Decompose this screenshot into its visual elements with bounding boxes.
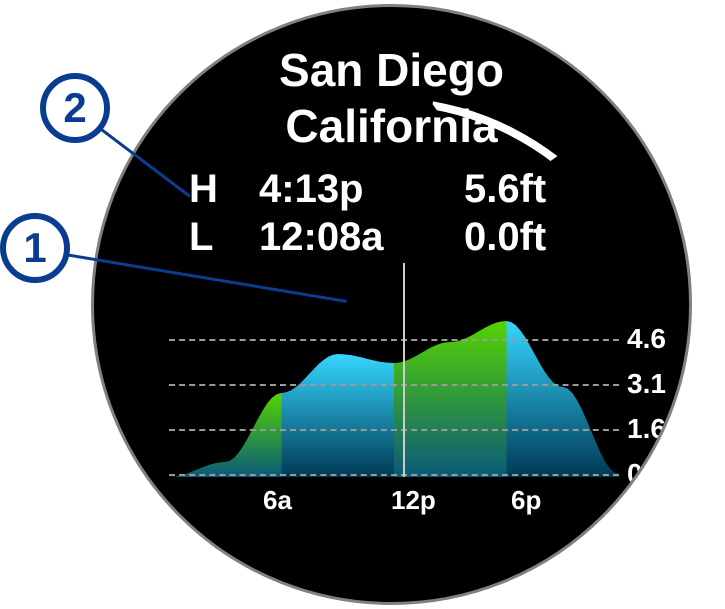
tide-low-time: 12:08a: [259, 215, 384, 260]
tide-high-time: 4:13p: [259, 167, 364, 212]
current-time-indicator: [403, 263, 405, 477]
callout-1: 1: [0, 213, 70, 283]
tide-low-label: L: [189, 215, 213, 260]
location-city: San Diego: [94, 43, 689, 97]
x-tick-label: 6p: [511, 485, 541, 516]
gridline: [169, 429, 619, 431]
tide-high-height: 5.6ft: [464, 167, 546, 212]
callout-2: 2: [40, 73, 110, 143]
stage: San Diego California H 4:13p 5.6ft L 12:…: [0, 0, 725, 609]
gridline: [169, 339, 619, 341]
tide-high-label: H: [189, 167, 218, 212]
tide-low-height: 0.0ft: [464, 215, 546, 260]
y-tick-label: 0.1: [627, 458, 666, 490]
location-region: California: [94, 99, 689, 153]
gridline: [169, 474, 619, 476]
y-tick-label: 1.6: [627, 413, 666, 445]
watch-face: San Diego California H 4:13p 5.6ft L 12:…: [91, 4, 692, 605]
y-tick-label: 4.6: [627, 323, 666, 355]
tide-chart: [169, 297, 619, 477]
gridline: [169, 384, 619, 386]
y-tick-label: 3.1: [627, 368, 666, 400]
x-tick-label: 12p: [391, 485, 436, 516]
x-tick-label: 6a: [263, 485, 292, 516]
tide-area: [169, 297, 619, 477]
